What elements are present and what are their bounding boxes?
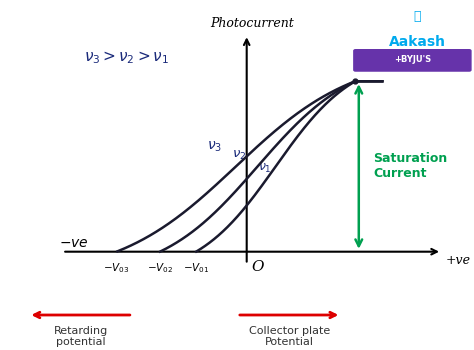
Text: $\nu_3 > \nu_2 > \nu_1$: $\nu_3 > \nu_2 > \nu_1$	[84, 49, 169, 66]
Text: $\nu_1$: $\nu_1$	[257, 162, 271, 175]
Text: $\nu_3$: $\nu_3$	[207, 139, 222, 154]
Text: O: O	[251, 260, 264, 274]
Text: $\nu_2$: $\nu_2$	[232, 149, 246, 162]
Text: +ve: +ve	[446, 254, 471, 267]
Text: Saturation
Current: Saturation Current	[373, 153, 447, 181]
Text: Collector plate
Potential: Collector plate Potential	[248, 326, 330, 347]
Text: +BYJU'S: +BYJU'S	[394, 55, 431, 64]
FancyBboxPatch shape	[353, 49, 472, 72]
Text: Aakash: Aakash	[389, 35, 446, 49]
Text: $-V_{02}$: $-V_{02}$	[147, 261, 173, 275]
Text: $-ve$: $-ve$	[59, 236, 89, 250]
Text: Ⓐ: Ⓐ	[413, 10, 421, 23]
Text: Photocurrent: Photocurrent	[210, 17, 294, 30]
Text: $-V_{01}$: $-V_{01}$	[183, 261, 210, 275]
Text: $-V_{03}$: $-V_{03}$	[103, 261, 130, 275]
Text: Retarding
potential: Retarding potential	[54, 326, 108, 347]
